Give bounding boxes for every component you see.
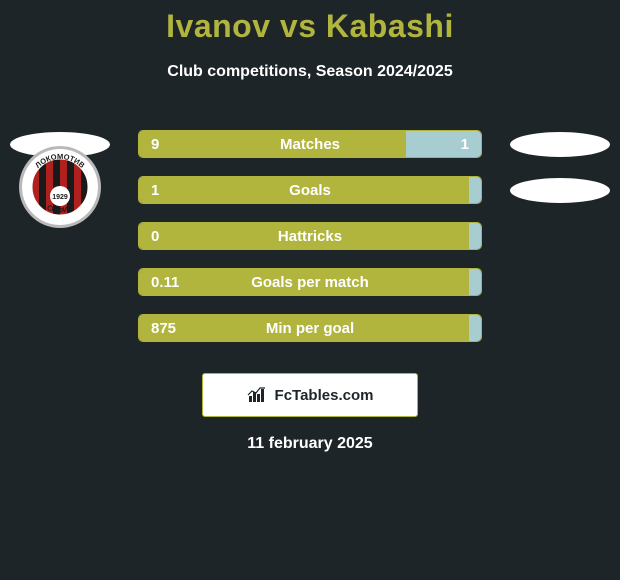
player-right-oval	[510, 132, 610, 157]
stat-bar: 1	[138, 176, 482, 204]
stat-left-value: 9	[139, 131, 406, 157]
comparison-card: Ivanov vs Kabashi Club competitions, Sea…	[0, 0, 620, 453]
brand-box[interactable]: FcTables.com	[202, 373, 418, 417]
stat-left-value: 0	[139, 223, 469, 249]
brand-text: FcTables.com	[275, 387, 374, 404]
stat-left-value: 1	[139, 177, 469, 203]
stat-right-value	[469, 315, 481, 341]
stat-right-value	[469, 177, 481, 203]
stat-bar: 0	[138, 222, 482, 250]
stat-row: 0Hattricks	[0, 213, 620, 259]
stats-rows: 91Matches 1929	[0, 121, 620, 351]
stat-bar: 91	[138, 130, 482, 158]
svg-text:1929: 1929	[52, 194, 68, 201]
stat-left-value: 0.11	[139, 269, 469, 295]
stat-row: 875Min per goal	[0, 305, 620, 351]
player-right-oval	[510, 178, 610, 203]
stat-right-value	[469, 269, 481, 295]
stat-row: 1929 ЛОКОМОТИВ СОФИЯ 1Goals	[0, 167, 620, 213]
stat-row: 0.11Goals per match	[0, 259, 620, 305]
date-text: 11 february 2025	[0, 435, 620, 453]
stat-bar: 875	[138, 314, 482, 342]
stat-right-value: 1	[406, 131, 481, 157]
subtitle: Club competitions, Season 2024/2025	[0, 63, 620, 81]
brand-chart-icon	[247, 386, 269, 404]
stat-left-value: 875	[139, 315, 469, 341]
page-title: Ivanov vs Kabashi	[0, 8, 620, 45]
stat-right-value	[469, 223, 481, 249]
stat-bar: 0.11	[138, 268, 482, 296]
